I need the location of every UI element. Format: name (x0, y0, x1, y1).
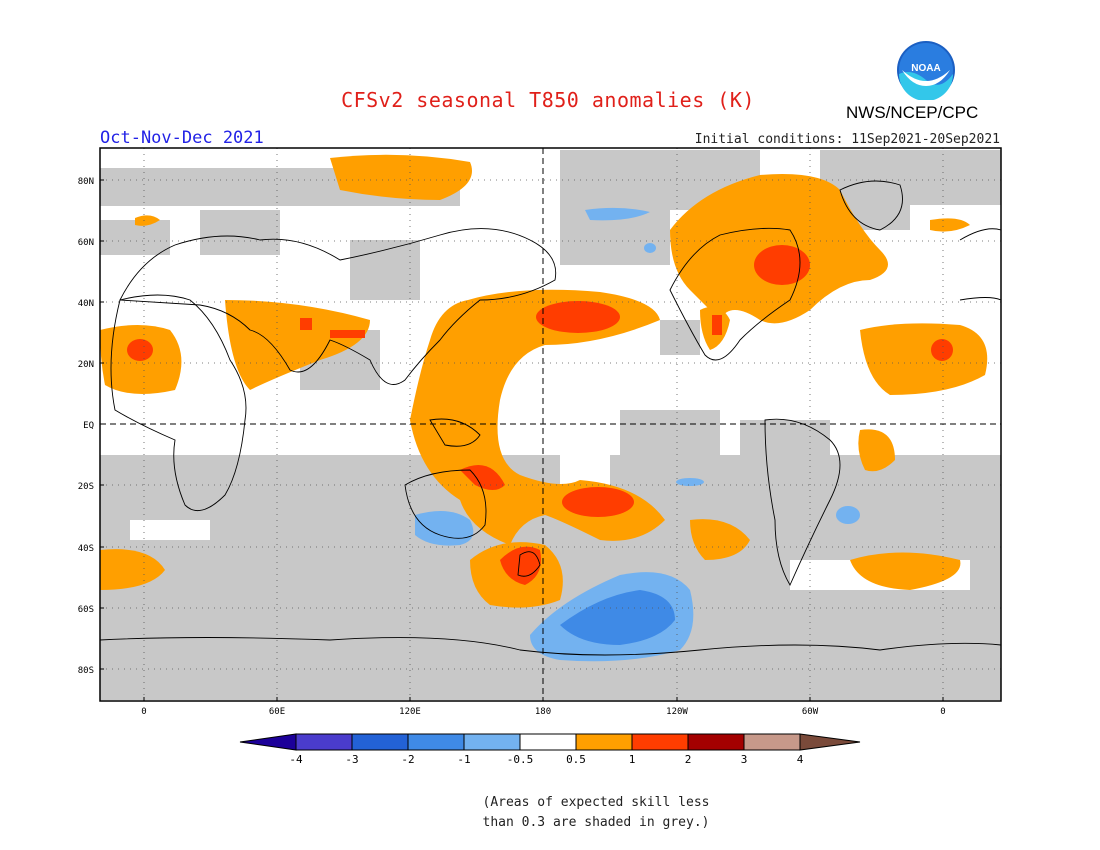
legend-tick: -4 (289, 753, 303, 766)
coastlines (100, 180, 1001, 656)
lat-ticks (100, 179, 944, 701)
lat-label: 40S (78, 544, 94, 554)
lat-label: 80S (78, 666, 94, 676)
lon-label: 120W (666, 707, 688, 717)
lon-label: 60E (269, 707, 285, 717)
legend-swatch (295, 733, 353, 751)
noaa-logo: NOAA (897, 41, 955, 100)
legend-swatch (743, 733, 801, 751)
equator-dateline (100, 148, 1001, 701)
lon-label: 60W (802, 707, 819, 717)
legend-swatch (799, 733, 861, 751)
color-legend (239, 733, 861, 751)
legend-tick: 1 (629, 753, 636, 766)
legend-tick: 4 (797, 753, 804, 766)
initial-conditions-label: Initial conditions: 11Sep2021-20Sep2021 (694, 132, 1000, 147)
cold-anomaly-1-2 (560, 590, 675, 645)
legend-swatch (687, 733, 745, 751)
lat-label: 60N (78, 238, 94, 248)
legend-swatch (575, 733, 633, 751)
season-label: Oct-Nov-Dec 2021 (100, 128, 264, 148)
legend-swatch (351, 733, 409, 751)
legend-swatch (519, 733, 577, 751)
agency-label: NWS/NCEP/CPC (846, 103, 979, 122)
map-field (100, 148, 1001, 701)
lon-axis: 0 60E 120E 180 120W 60W 0 (141, 707, 945, 717)
legend-swatch (463, 733, 521, 751)
lat-label: 40N (78, 299, 94, 309)
lat-label: 20N (78, 360, 94, 370)
legend-ticks: -4 -3 -2 -1 -0.5 0.5 1 2 3 4 (289, 753, 803, 766)
lon-label: 0 (940, 707, 945, 717)
footnote-line: than 0.3 are shaded in grey.) (482, 815, 710, 830)
lat-label: 20S (78, 482, 94, 492)
footnote-line: (Areas of expected skill less (482, 795, 710, 810)
legend-tick: 2 (685, 753, 692, 766)
chart-title: CFSv2 seasonal T850 anomalies (K) (341, 88, 755, 112)
legend-swatch (407, 733, 465, 751)
lon-label: 120E (399, 707, 421, 717)
lat-label: 60S (78, 605, 94, 615)
skill-footnote: (Areas of expected skill less than 0.3 a… (0, 793, 1100, 833)
legend-tick: 0.5 (566, 753, 586, 766)
legend-tick: -1 (457, 753, 470, 766)
lat-label: 80N (78, 177, 94, 187)
lat-axis: 80N 60N 40N 20N EQ 20S 40S 60S 80S (78, 177, 94, 676)
logo-text: NOAA (911, 63, 940, 74)
legend-swatch (631, 733, 689, 751)
legend-tick: 3 (741, 753, 748, 766)
warm-anomaly-1-2 (127, 245, 953, 585)
legend-tick: -0.5 (507, 753, 534, 766)
lon-label: 0 (141, 707, 146, 717)
legend-tick: -2 (401, 753, 414, 766)
legend-tick: -3 (345, 753, 358, 766)
lon-label: 180 (535, 707, 551, 717)
legend-swatch (239, 733, 297, 751)
lat-label: EQ (83, 421, 94, 431)
